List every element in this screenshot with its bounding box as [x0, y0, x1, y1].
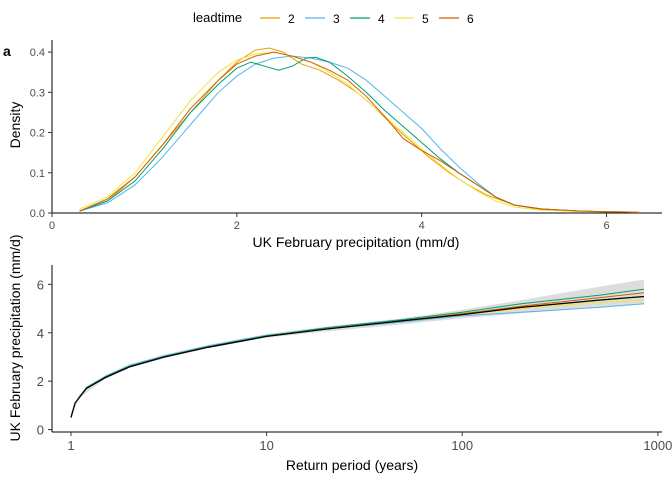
density-y-tick-label: 0.1 — [30, 168, 45, 180]
legend-label-4: 4 — [378, 12, 385, 26]
legend-label-2: 2 — [288, 12, 295, 26]
return-period-x-axis-label: Return period (years) — [286, 457, 418, 473]
return-x-tick-label: 10 — [259, 438, 273, 453]
return-x-tick-label: 100 — [451, 438, 473, 453]
return-line-leadtime-3 — [70, 303, 645, 418]
density-x-tick-label: 6 — [603, 220, 609, 232]
return-period-panel: 1 10 100 1000 0 2 4 6 Return period (years) UK … — [7, 235, 672, 473]
return-y-tick-label: 4 — [37, 326, 44, 341]
density-y-tick-label: 0.0 — [30, 208, 45, 220]
return-x-tick-label: 1 — [67, 438, 74, 453]
density-line-leadtime-6 — [79, 51, 639, 213]
density-line-leadtime-5 — [79, 51, 639, 213]
density-x-tick-label: 2 — [234, 220, 240, 232]
return-line-leadtime-6 — [70, 292, 645, 418]
panel-label: a — [3, 43, 11, 59]
density-line-leadtime-2 — [79, 47, 639, 213]
return-line-observed — [70, 295, 645, 418]
legend-title: leadtime — [193, 10, 242, 25]
density-y-tick-label: 0.3 — [30, 87, 45, 99]
return-y-tick-label: 2 — [37, 374, 44, 389]
density-line-leadtime-3 — [79, 55, 639, 213]
density-x-tick-label: 0 — [49, 220, 55, 232]
density-line-leadtime-4 — [79, 56, 639, 213]
density-x-tick-label: 4 — [419, 220, 425, 232]
return-x-tick-label: 1000 — [643, 438, 672, 453]
legend-label-3: 3 — [333, 12, 340, 26]
density-y-tick-label: 0.4 — [30, 47, 45, 59]
density-panel: 0 2 4 6 0.0 0.1 0.2 0.3 0.4 UK February precipit… — [7, 40, 662, 250]
return-y-tick-label: 6 — [37, 277, 44, 292]
legend-label-5: 5 — [422, 12, 429, 26]
confidence-band — [71, 279, 644, 418]
density-y-axis-label: Density — [7, 102, 23, 149]
density-x-axis-label: UK February precipitation (mm/d) — [253, 234, 460, 250]
return-period-y-axis-label: UK February precipitation (mm/d) — [7, 235, 23, 442]
return-y-tick-label: 0 — [37, 423, 44, 438]
legend: leadtime 2 3 4 5 6 — [193, 10, 474, 26]
legend-label-6: 6 — [467, 12, 474, 26]
density-y-tick-label: 0.2 — [30, 128, 45, 140]
